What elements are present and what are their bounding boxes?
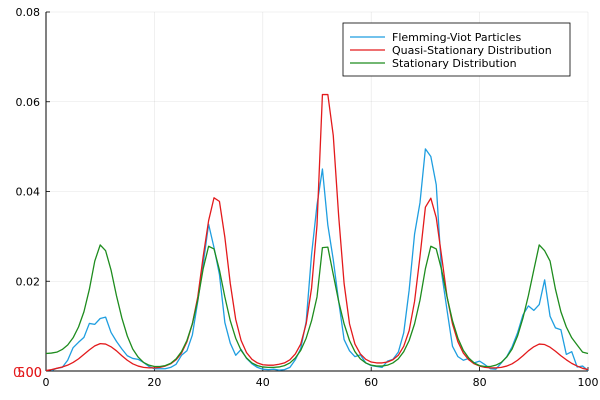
legend: Flemming-Viot Particles Quasi-Stationary… — [342, 22, 571, 77]
y-tick-label-3: 0.08 — [16, 6, 41, 19]
y-tick-label-0: 0.02 — [16, 275, 41, 288]
overlay-labels: 500 0.00 — [13, 366, 42, 381]
series-lines — [45, 93, 589, 372]
x-tick-label-1: 20 — [147, 376, 161, 389]
y-tick-label-1: 0.04 — [16, 186, 41, 199]
x-tick-label-2: 40 — [256, 376, 270, 389]
x-tick-label-3: 60 — [364, 376, 378, 389]
legend-entry-0: Flemming-Viot Particles — [392, 31, 521, 44]
series-line-1 — [45, 93, 589, 372]
overlay-label-a: 500 — [17, 366, 42, 381]
axes — [45, 11, 589, 372]
x-tick-label-5: 100 — [578, 376, 599, 389]
series-line-2 — [45, 244, 589, 369]
legend-entry-1: Quasi-Stationary Distribution — [392, 44, 552, 57]
tick-labels: 0 20 40 60 80 100 0.02 0.04 0.06 0.08 — [16, 6, 599, 389]
series-line-0 — [51, 148, 589, 372]
legend-entry-2: Stationary Distribution — [392, 57, 517, 70]
overlay-label-b: 0.00 — [13, 366, 42, 381]
y-tick-label-2: 0.06 — [16, 96, 41, 109]
grid-lines — [45, 11, 589, 371]
x-tick-label-4: 80 — [473, 376, 487, 389]
x-tick-label-0: 0 — [43, 376, 50, 389]
